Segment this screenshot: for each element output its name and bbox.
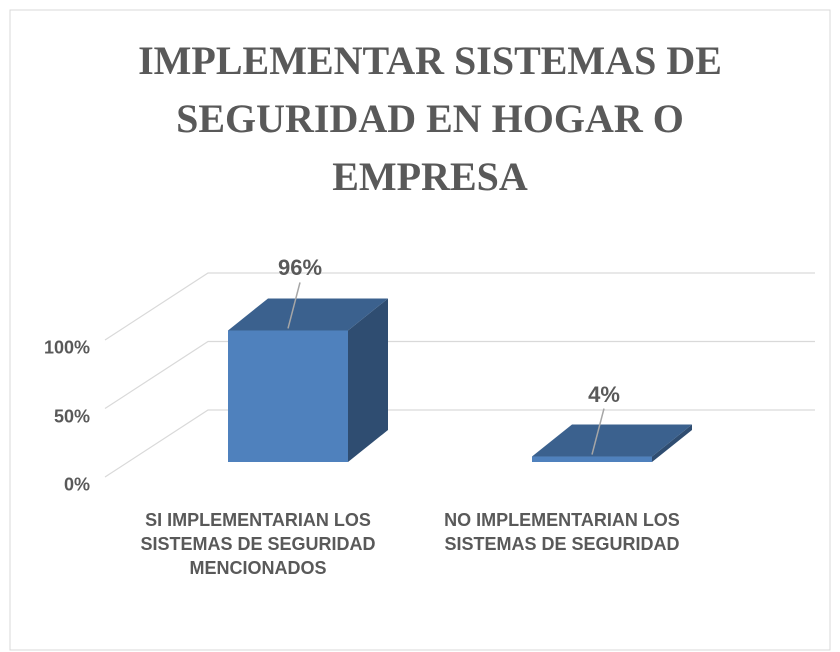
y-tick-label: 50% xyxy=(53,406,90,426)
bar xyxy=(228,330,348,462)
data-label: 96% xyxy=(277,255,323,281)
chart-border xyxy=(9,9,831,651)
bar-side xyxy=(348,298,388,462)
y-tick-label: 100% xyxy=(43,337,90,358)
x-tick-label: NO IMPLEMENTARIAN LOS SISTEMAS DE SEGURI… xyxy=(444,510,680,554)
leader-line xyxy=(287,282,301,329)
grid-line xyxy=(104,409,815,478)
bar xyxy=(532,456,652,462)
chart-title: IMPLEMENTAR SISTEMAS DE SEGURIDAD EN HOG… xyxy=(138,38,722,199)
y-tick-label: 0% xyxy=(63,474,90,495)
data-label: 4% xyxy=(588,381,620,407)
bar-side xyxy=(652,424,692,462)
x-tick-label: SI IMPLEMENTARIAN LOS SISTEMAS DE SEGURI… xyxy=(140,510,376,578)
bar-top xyxy=(228,298,388,331)
leader-line xyxy=(591,408,605,455)
bar-top xyxy=(532,424,692,457)
grid-line xyxy=(104,272,815,341)
grid-line xyxy=(104,340,815,410)
